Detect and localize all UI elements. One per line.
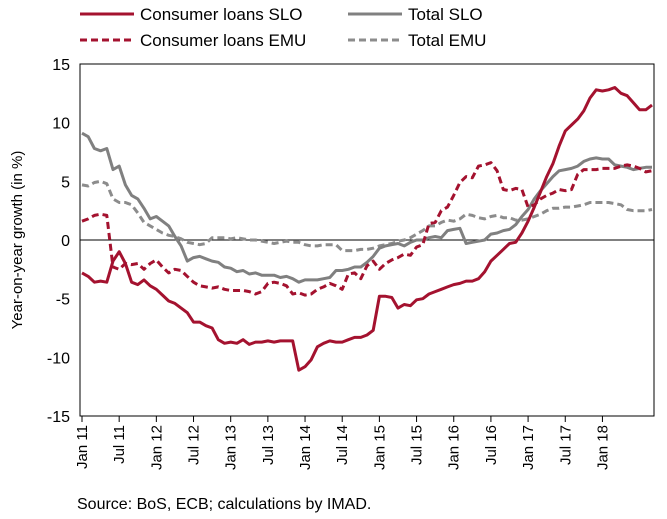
series-line-2: [81, 161, 653, 297]
x-tick-label: Jul 17: [557, 425, 574, 465]
x-tick-label: Jul 16: [483, 425, 500, 465]
x-tick-label: Jan 16: [446, 425, 463, 470]
x-tick-label: Jul 11: [111, 425, 128, 464]
y-tick-label: 5: [61, 174, 70, 191]
y-tick-label: -15: [47, 409, 70, 426]
x-axis: Jan 11 Jul 11 Jan 12 Jul 12 Jan 13 Jul 13 Jan …: [74, 416, 611, 470]
x-tick-label: Jul 14: [334, 425, 351, 465]
y-axis-label: Year-on-year growth (in %): [9, 151, 26, 330]
x-tick-label: Jul 12: [186, 425, 203, 465]
x-tick-label: Jan 15: [371, 425, 388, 470]
series-layer: [81, 86, 653, 372]
y-tick-label: -10: [47, 350, 70, 367]
x-tick-label: Jan 18: [594, 425, 611, 470]
x-tick-label: Jul 15: [409, 425, 426, 465]
series-line-3: [81, 179, 653, 253]
x-tick-label: Jan 12: [148, 425, 165, 470]
legend-label-3: Total EMU: [408, 31, 486, 50]
x-tick-label: Jan 14: [297, 425, 314, 470]
series-line-1: [81, 131, 652, 284]
x-tick-label: Jan 17: [520, 425, 537, 470]
y-axis: -15 -10 -5 0 5 10 15: [47, 57, 70, 426]
legend: Consumer loans SLO Total SLO Consumer loan…: [80, 5, 486, 50]
y-tick-label: 10: [52, 116, 70, 133]
series-line-0: [81, 86, 653, 372]
legend-label-0: Consumer loans SLO: [140, 5, 303, 24]
legend-label-1: Total SLO: [408, 5, 483, 24]
y-tick-label: 15: [52, 57, 70, 74]
legend-label-2: Consumer loans EMU: [140, 31, 306, 50]
source-note: Source: BoS, ECB; calculations by IMAD.: [77, 496, 371, 513]
x-tick-label: Jan 13: [223, 425, 240, 470]
y-tick-label: -5: [56, 292, 70, 309]
x-tick-label: Jul 13: [260, 425, 277, 465]
x-tick-label: Jan 11: [74, 425, 91, 469]
y-tick-label: 0: [61, 233, 70, 250]
